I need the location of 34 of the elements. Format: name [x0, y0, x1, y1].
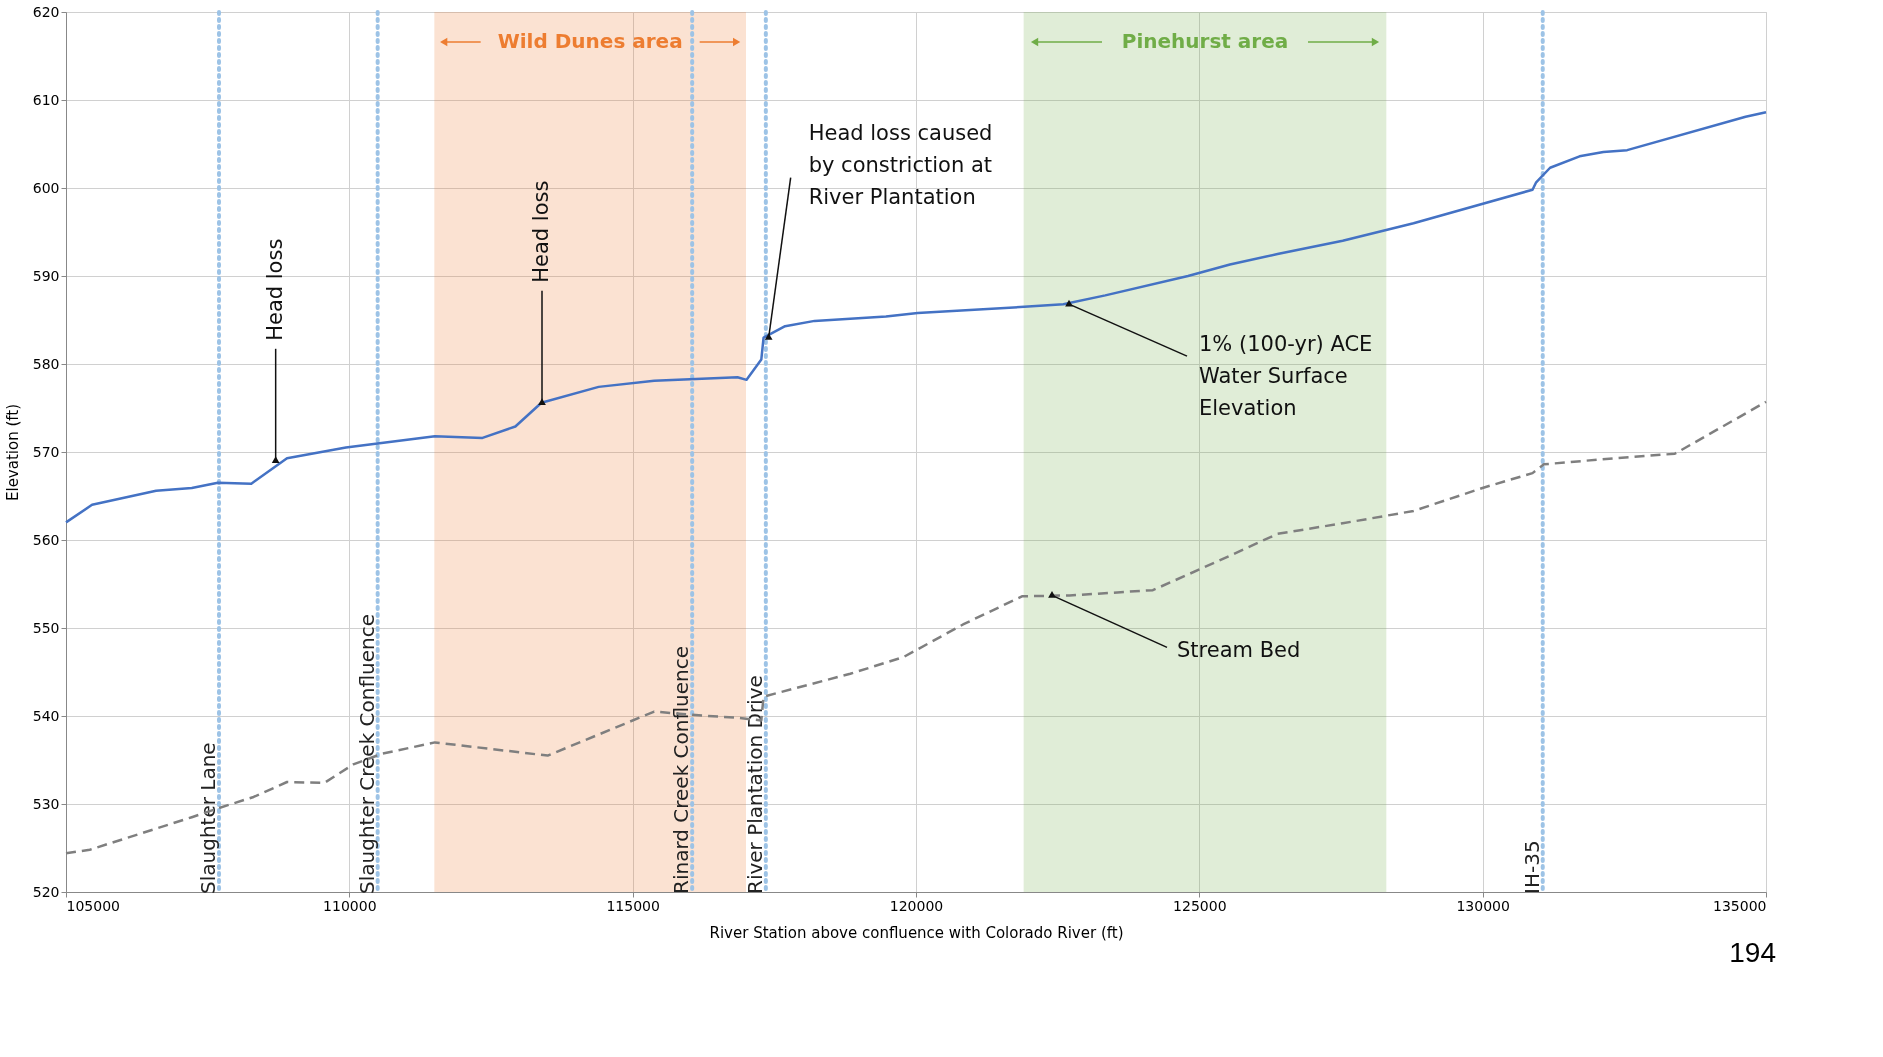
- x-axis-title: River Station above confluence with Colorado River (ft): [709, 923, 1124, 942]
- y-tick-label: 520: [32, 883, 60, 900]
- x-tick-label: 130000: [1456, 897, 1510, 914]
- y-tick-label: 590: [32, 267, 60, 284]
- ref-line-label: IH-35: [1519, 840, 1544, 894]
- annotation: Head loss: [529, 180, 553, 283]
- ref-line-label: Slaughter Lane: [196, 742, 220, 894]
- y-tick-label: 560: [32, 531, 60, 548]
- x-tick-label: 135000: [1713, 897, 1767, 914]
- y-tick-label: 600: [32, 179, 60, 196]
- annotation: Stream Bed: [1177, 638, 1301, 663]
- y-tick-label: 610: [32, 91, 60, 108]
- band-label: Pinehurst area: [1121, 29, 1289, 53]
- y-tick-label: 540: [32, 707, 60, 724]
- x-tick-label: 110000: [323, 897, 377, 914]
- y-tick-label: 550: [32, 619, 60, 636]
- ref-line-label: Rinard Creek Confluence: [669, 645, 694, 894]
- line-series: [64, 111, 1768, 524]
- ref-line-label: Slaughter Creek Confluence: [354, 613, 379, 894]
- annotation: Head loss caused by constriction at River Plantation: [808, 120, 993, 209]
- y-tick-label: 620: [32, 3, 60, 20]
- x-tick-label: 120000: [889, 897, 944, 914]
- annotation: 1% (100-yr) ACE Water Surface Elevation: [1199, 332, 1373, 421]
- annotation: Head loss: [262, 238, 287, 341]
- y-tick-label: 530: [32, 795, 60, 812]
- x-tick-label: 105000: [66, 897, 120, 914]
- y-tick-label: 570: [32, 443, 60, 460]
- text: 194: [1729, 937, 1776, 968]
- y-axis-title: Elevation (ft): [3, 403, 22, 502]
- x-tick-label: 115000: [606, 897, 660, 914]
- y-tick-label: 580: [32, 355, 60, 372]
- ref-line-label: River Plantation Drive: [742, 675, 767, 894]
- x-tick-label: 125000: [1173, 897, 1227, 914]
- band-label: Wild Dunes area: [497, 29, 683, 53]
